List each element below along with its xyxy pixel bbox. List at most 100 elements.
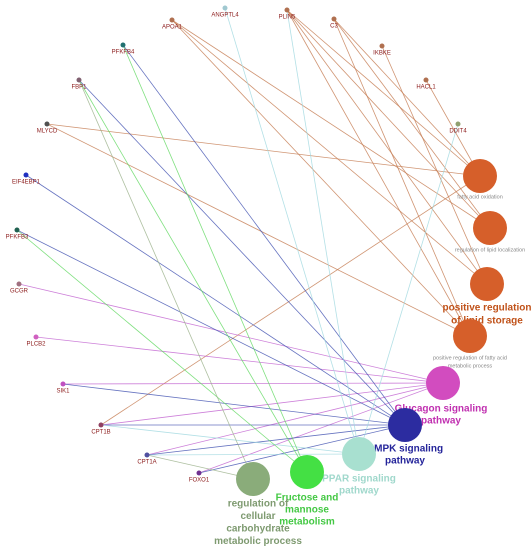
gene-label: MLYCD: [37, 129, 58, 135]
term-label: metabolic process: [448, 363, 493, 369]
gene-node: [455, 121, 461, 127]
edge: [122, 44, 308, 473]
edge: [25, 174, 406, 426]
term-node: [342, 437, 376, 471]
term-label: regulation of: [228, 499, 289, 510]
term-label: of lipid storage: [451, 316, 523, 327]
gene-node: [379, 43, 385, 49]
edge: [100, 382, 444, 426]
gene-label: APOA1: [162, 25, 183, 31]
term-label: PPAR signaling: [322, 474, 396, 485]
edge: [146, 453, 360, 456]
gene-node: [76, 77, 82, 83]
term-label: positive regulation: [443, 303, 531, 314]
edge: [16, 229, 308, 473]
edge: [286, 9, 471, 337]
gene-label: CPT1B: [91, 430, 110, 436]
term-label: cellular: [240, 511, 275, 522]
term-label: metabolic process: [214, 536, 302, 547]
gene-label: CPT1A: [137, 460, 156, 466]
edge: [381, 45, 488, 285]
edge: [16, 229, 406, 426]
gene-label: IKBKE: [373, 51, 391, 57]
gene-node: [169, 17, 175, 23]
term-node: [236, 462, 270, 496]
term-label: pathway: [421, 416, 461, 427]
term-node: [463, 159, 497, 193]
edge: [171, 19, 471, 337]
edge: [171, 19, 488, 285]
term-node: [388, 408, 422, 442]
gene-node: [16, 281, 22, 287]
term-label: positive regulation of fatty acid: [433, 355, 507, 361]
gene-label: FBP1: [71, 85, 87, 91]
edge: [286, 9, 488, 285]
gene-label: EIF4EBP1: [12, 180, 41, 186]
term-label: carbohydrate: [226, 524, 290, 535]
term-node: [453, 319, 487, 353]
gene-node: [222, 5, 228, 11]
gene-node: [331, 16, 337, 22]
edge: [62, 382, 444, 385]
term-label: Glucagon signaling: [395, 404, 488, 415]
gene-label: PFKFB4: [112, 50, 135, 56]
gene-node: [423, 77, 429, 83]
edge: [286, 9, 491, 229]
edge: [333, 18, 491, 229]
gene-label: PFKFB3: [6, 235, 29, 241]
edge: [358, 123, 459, 455]
term-label: regulation of lipid localization: [455, 247, 525, 253]
term-label: fatty acid oxidation: [457, 194, 503, 200]
term-label: Fructose and: [276, 493, 339, 504]
edge: [78, 79, 406, 426]
edge: [18, 283, 444, 384]
nodes: APOA1 ANGPTL4 PLIN5 C3 IKBKE HACL1 DDIT4 PFKFB4…: [6, 5, 531, 547]
gene-label: HACL1: [416, 85, 436, 91]
gene-label: GCGR: [10, 289, 29, 295]
term-node: [290, 455, 324, 489]
term-label: AMPK signaling: [367, 444, 443, 455]
edge: [198, 424, 406, 474]
edge: [171, 19, 491, 229]
edge: [46, 123, 471, 337]
gene-label: ANGPTL4: [211, 13, 239, 19]
edge: [35, 336, 444, 384]
gene-label: DDIT4: [449, 129, 467, 135]
term-node: [470, 267, 504, 301]
gene-node: [98, 422, 104, 428]
edge: [146, 454, 254, 480]
edges: [16, 7, 491, 480]
term-label: metabolism: [279, 517, 335, 528]
term-label: pathway: [339, 486, 379, 497]
gene-node: [144, 452, 150, 458]
gene-node: [44, 121, 50, 127]
edge: [333, 18, 471, 337]
gene-node: [120, 42, 126, 48]
term-node: [426, 366, 460, 400]
term-node: [473, 211, 507, 245]
gene-node: [196, 470, 202, 476]
edge: [425, 79, 481, 177]
edge: [122, 44, 406, 426]
edge: [100, 424, 360, 455]
gene-node: [23, 172, 29, 178]
gene-node: [33, 334, 39, 340]
edge: [146, 382, 444, 456]
edge: [78, 79, 254, 480]
gene-node: [284, 7, 290, 13]
gene-label: PLIN5: [279, 15, 296, 21]
term-label: pathway: [385, 456, 425, 467]
edge: [224, 7, 360, 455]
edge: [286, 9, 481, 177]
gene-label: PLCB2: [26, 342, 46, 348]
gene-label: SIK1: [56, 389, 70, 395]
term-label: mannose: [285, 505, 329, 516]
edge: [286, 9, 360, 455]
edge: [46, 123, 481, 177]
gene-label: C3: [330, 24, 338, 30]
gene-node: [60, 381, 66, 387]
gene-label: FOXO1: [189, 478, 210, 484]
edge: [78, 79, 308, 473]
edge: [198, 382, 444, 474]
